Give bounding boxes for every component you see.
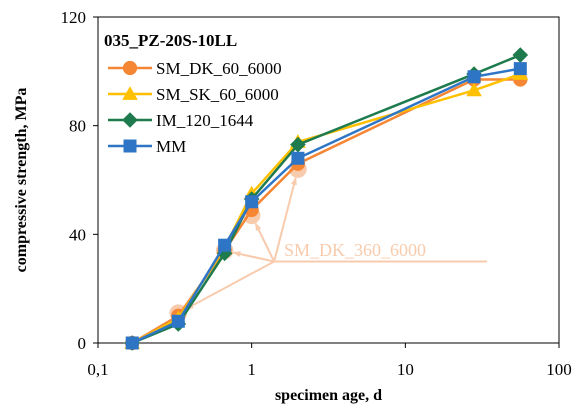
annotation-arrow	[185, 260, 275, 310]
annotation-arrow	[254, 222, 276, 262]
series-line	[131, 67, 521, 345]
y-tick-label: 120	[61, 8, 87, 27]
annotation-arrow	[232, 251, 275, 263]
y-tick-label: 40	[69, 225, 86, 244]
chart-title: 035_PZ-20S-10LL	[104, 31, 237, 50]
data-point	[218, 238, 232, 252]
legend-item: IM_120_1644	[108, 111, 254, 130]
y-axis-label: compressive strength, MPa	[13, 88, 30, 273]
legend-label: IM_120_1644	[156, 111, 254, 130]
legend-label: MM	[156, 137, 186, 156]
y-tick-label: 0	[78, 334, 87, 353]
series-SM_SK_60_6000	[124, 66, 529, 349]
x-axis-label: specimen age, d	[275, 387, 382, 404]
data-point	[291, 151, 305, 165]
data-point	[216, 245, 233, 262]
data-point	[245, 195, 259, 209]
annotation-arrow	[273, 176, 297, 262]
data-point	[125, 336, 139, 350]
data-point	[467, 70, 481, 84]
series-MM	[125, 62, 527, 350]
plot-frame	[97, 16, 560, 344]
legend-label: SM_SK_60_6000	[156, 85, 279, 104]
x-tick-label: 1	[247, 360, 256, 379]
legend-item: MM	[108, 137, 186, 156]
y-tick-label: 80	[69, 117, 86, 136]
data-point	[512, 47, 529, 63]
legend-label: SM_DK_60_6000	[156, 59, 282, 78]
legend-marker	[122, 60, 138, 76]
data-point	[290, 136, 306, 153]
x-tick-label: 0,1	[87, 360, 108, 379]
x-tick-label: 10	[397, 360, 414, 379]
annotation-label: SM_DK_360_6000	[284, 240, 426, 260]
legend-item: SM_SK_60_6000	[108, 85, 279, 104]
legend-marker	[123, 139, 137, 153]
data-point	[466, 82, 482, 97]
data-point	[171, 314, 185, 328]
legend-marker	[122, 112, 138, 128]
legend-marker	[122, 86, 138, 100]
legend-item: SM_DK_60_6000	[108, 59, 282, 78]
data-point	[513, 62, 527, 76]
x-tick-label: 100	[546, 360, 572, 379]
